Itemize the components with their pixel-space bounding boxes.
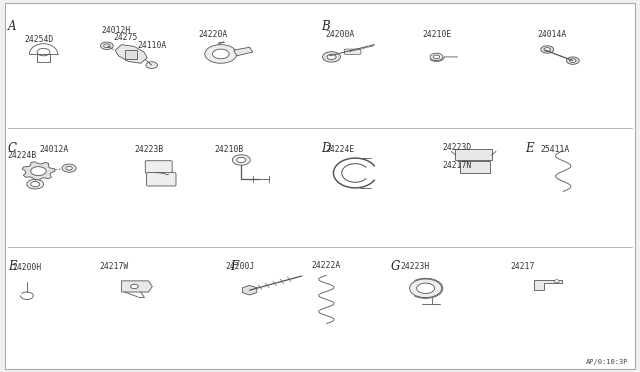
Text: 24110A: 24110A: [138, 41, 167, 50]
Circle shape: [237, 157, 246, 163]
FancyBboxPatch shape: [455, 149, 492, 160]
Text: AP/0:10:3P: AP/0:10:3P: [586, 359, 628, 365]
Text: B: B: [321, 20, 330, 33]
Circle shape: [100, 42, 113, 49]
Text: 24223H: 24223H: [401, 262, 430, 271]
Text: A: A: [8, 20, 16, 33]
Polygon shape: [234, 47, 253, 56]
Circle shape: [410, 279, 442, 298]
Circle shape: [232, 155, 250, 165]
Text: 24217N: 24217N: [443, 161, 472, 170]
Text: D: D: [321, 142, 331, 155]
Text: 24012H: 24012H: [101, 26, 131, 35]
Text: 24200A: 24200A: [325, 30, 355, 39]
Polygon shape: [243, 285, 257, 295]
Circle shape: [27, 179, 44, 189]
Circle shape: [430, 53, 443, 61]
Circle shape: [31, 182, 40, 187]
Circle shape: [541, 46, 554, 53]
Text: 24220A: 24220A: [198, 30, 228, 39]
FancyBboxPatch shape: [344, 49, 361, 54]
Text: 24224E: 24224E: [325, 145, 355, 154]
Circle shape: [66, 166, 72, 170]
Text: 24254D: 24254D: [24, 35, 54, 44]
Text: 24224B: 24224B: [8, 151, 37, 160]
Text: E: E: [525, 142, 533, 155]
Text: 24200J: 24200J: [225, 262, 255, 271]
Circle shape: [104, 44, 110, 48]
Circle shape: [62, 164, 76, 172]
Text: 24210B: 24210B: [214, 145, 244, 154]
Text: 24012A: 24012A: [40, 145, 69, 154]
Circle shape: [37, 48, 50, 56]
Circle shape: [566, 57, 579, 64]
Circle shape: [417, 283, 435, 294]
FancyBboxPatch shape: [5, 3, 635, 369]
Circle shape: [554, 280, 559, 283]
Text: 24223D: 24223D: [443, 143, 472, 152]
Circle shape: [205, 45, 237, 63]
Text: 24200H: 24200H: [13, 263, 42, 272]
Circle shape: [212, 49, 229, 59]
Polygon shape: [22, 162, 55, 181]
Text: 24217W: 24217W: [99, 262, 129, 271]
Text: 24223B: 24223B: [134, 145, 164, 154]
Circle shape: [570, 59, 576, 62]
Text: 24275: 24275: [114, 33, 138, 42]
FancyBboxPatch shape: [147, 173, 176, 186]
Polygon shape: [115, 45, 147, 63]
Text: F: F: [230, 260, 239, 273]
Circle shape: [31, 167, 46, 176]
Circle shape: [131, 284, 138, 289]
Circle shape: [323, 52, 340, 62]
Text: 24217: 24217: [511, 262, 535, 271]
FancyBboxPatch shape: [125, 50, 137, 59]
Circle shape: [544, 48, 550, 51]
Polygon shape: [534, 280, 562, 290]
Text: E: E: [8, 260, 16, 273]
Polygon shape: [122, 281, 152, 292]
Circle shape: [433, 55, 440, 59]
FancyBboxPatch shape: [145, 161, 172, 173]
Text: G: G: [390, 260, 400, 273]
FancyBboxPatch shape: [460, 161, 490, 173]
Text: 24222A: 24222A: [312, 261, 341, 270]
Circle shape: [146, 62, 157, 68]
Text: C: C: [8, 142, 17, 155]
Circle shape: [327, 54, 336, 60]
Text: 24014A: 24014A: [538, 30, 567, 39]
Text: 24210E: 24210E: [422, 30, 452, 39]
Text: 25411A: 25411A: [541, 145, 570, 154]
